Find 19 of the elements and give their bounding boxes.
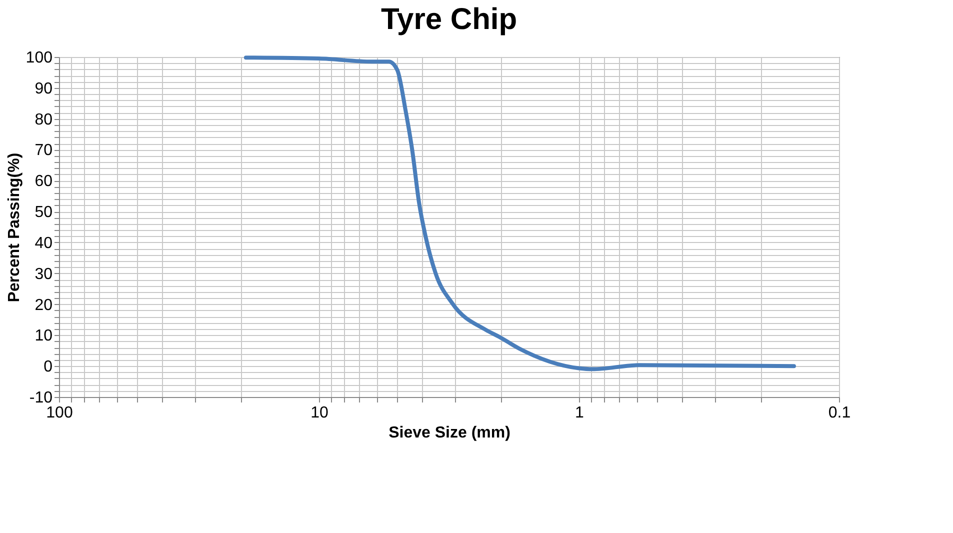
y-tick-label: 80 <box>34 111 53 128</box>
y-tick-label: 20 <box>34 296 53 314</box>
y-tick-label: 40 <box>34 234 53 252</box>
x-tick-label: 10 <box>310 404 328 422</box>
y-tick-label: 0 <box>44 358 53 376</box>
y-tick-label: 10 <box>34 328 53 345</box>
y-tick-label: 50 <box>34 204 53 222</box>
y-tick-label: 60 <box>34 173 53 190</box>
y-axis-title: Percent Passing(%) <box>6 152 23 302</box>
y-tick-label: 100 <box>26 50 53 66</box>
x-tick-label: 1 <box>575 404 584 422</box>
y-tick-label: -10 <box>29 390 53 406</box>
x-axis-title: Sieve Size (mm) <box>388 424 510 442</box>
y-tick-label: 70 <box>34 142 53 160</box>
y-tick-label: 30 <box>34 266 53 283</box>
chart-title: Tyre Chip <box>380 3 518 36</box>
y-tick-label: 90 <box>34 80 53 98</box>
x-tick-label: 0.1 <box>828 404 851 422</box>
x-tick-label: 100 <box>46 404 73 422</box>
